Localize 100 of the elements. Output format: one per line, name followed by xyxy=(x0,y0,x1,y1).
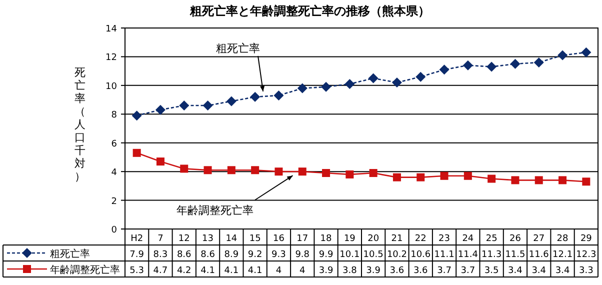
data-label: 9.9 xyxy=(318,250,334,260)
point xyxy=(344,78,355,89)
data-label: 3.4 xyxy=(508,266,523,276)
data-label: 3.3 xyxy=(579,266,594,276)
legend-label: 粗死亡率 xyxy=(50,248,90,260)
x-tick-label: 22 xyxy=(414,234,426,244)
y-tick-label: 8 xyxy=(111,110,118,121)
point xyxy=(486,62,497,72)
data-label: 8.3 xyxy=(153,250,168,260)
x-tick-label: 27 xyxy=(533,234,545,244)
x-tick-label: 18 xyxy=(320,234,332,244)
point xyxy=(369,169,378,178)
x-tick-label: 16 xyxy=(273,234,285,244)
point xyxy=(416,173,425,182)
point xyxy=(558,50,568,60)
point xyxy=(132,148,141,157)
point xyxy=(297,83,308,94)
x-tick-label: 13 xyxy=(202,234,214,244)
x-tick-label: 25 xyxy=(486,234,498,244)
point xyxy=(250,92,260,102)
data-label: 4.1 xyxy=(200,266,215,276)
point xyxy=(440,172,448,180)
x-tick-label: 14 xyxy=(226,234,238,244)
data-label: 9.3 xyxy=(272,250,286,260)
data-label: 4.2 xyxy=(176,266,192,276)
data-label: 8.6 xyxy=(200,250,216,260)
x-tick-label: 26 xyxy=(510,234,522,244)
data-label: 3.7 xyxy=(460,266,476,276)
point xyxy=(534,57,544,68)
point xyxy=(346,170,354,178)
point xyxy=(321,82,332,92)
x-tick-label: 7 xyxy=(158,234,164,244)
point xyxy=(156,158,164,166)
point xyxy=(392,78,402,88)
point xyxy=(202,100,213,111)
legend-label: 年齢調整死亡率 xyxy=(50,264,120,276)
x-tick-label: 15 xyxy=(249,234,261,244)
x-tick-label: 28 xyxy=(556,234,569,244)
x-tick-label: 21 xyxy=(391,234,403,244)
point xyxy=(392,173,401,182)
point xyxy=(322,169,330,178)
data-label: 5.3 xyxy=(130,266,144,276)
data-label: 3.6 xyxy=(390,266,404,276)
data-label: 3.6 xyxy=(413,266,428,276)
point xyxy=(581,47,592,58)
x-tick-label: 29 xyxy=(580,234,592,244)
x-tick-label: 19 xyxy=(344,234,356,244)
point xyxy=(298,168,306,176)
data-label: 12.1 xyxy=(552,250,573,260)
data-label: 11.4 xyxy=(458,250,478,260)
x-tick-label: 17 xyxy=(296,234,308,244)
x-tick-label: 12 xyxy=(178,234,190,244)
point xyxy=(464,172,472,180)
data-label: 4.7 xyxy=(153,266,168,276)
data-label: 8.9 xyxy=(224,250,239,260)
annotation: 年齢調整死亡率 xyxy=(176,204,254,217)
data-label: 4.1 xyxy=(248,266,262,276)
y-tick-label: 10 xyxy=(106,82,118,92)
data-label: 4 xyxy=(276,266,282,276)
data-label: 9.2 xyxy=(248,250,262,260)
data-label: 11.3 xyxy=(482,250,502,260)
data-label: 4.1 xyxy=(224,266,239,276)
data-label: 3.4 xyxy=(555,266,570,276)
point xyxy=(558,176,567,184)
point xyxy=(511,176,520,184)
data-label: 10.1 xyxy=(340,250,360,260)
point xyxy=(582,178,590,186)
data-label: 7.9 xyxy=(130,250,144,260)
x-tick-label: 23 xyxy=(438,234,450,244)
point xyxy=(179,100,190,111)
data-label: 12.3 xyxy=(576,250,596,260)
point xyxy=(226,96,236,106)
x-tick-label: 24 xyxy=(462,234,474,244)
point xyxy=(251,166,260,174)
x-tick-label: H2 xyxy=(130,234,144,244)
y-tick-label: 4 xyxy=(111,168,118,178)
y-tick-label: 0 xyxy=(111,226,118,236)
y-tick-label: 14 xyxy=(106,24,118,34)
text: 死亡率（人口千対） xyxy=(74,66,86,183)
chart-title: 粗死亡率と年齢調整死亡率の推移（熊本県） xyxy=(189,4,430,18)
data-label: 9.8 xyxy=(295,250,310,260)
data-label: 3.7 xyxy=(437,266,452,276)
data-label: 3.9 xyxy=(366,266,381,276)
y-tick-label: 12 xyxy=(106,53,117,64)
point xyxy=(227,166,236,174)
data-label: 11.5 xyxy=(505,250,526,260)
data-label: 3.9 xyxy=(318,266,334,276)
y-tick-label: 2 xyxy=(111,196,117,207)
point xyxy=(274,168,283,176)
point xyxy=(274,90,284,100)
point xyxy=(416,72,426,82)
x-tick-label: 20 xyxy=(368,234,380,244)
point xyxy=(155,104,166,115)
data-label: 8.6 xyxy=(176,250,192,260)
point xyxy=(180,164,188,173)
data-label: 10.6 xyxy=(410,250,431,260)
point xyxy=(132,110,142,121)
data-label: 10.2 xyxy=(386,250,407,260)
data-label: 10.5 xyxy=(363,250,384,260)
point xyxy=(439,64,450,75)
